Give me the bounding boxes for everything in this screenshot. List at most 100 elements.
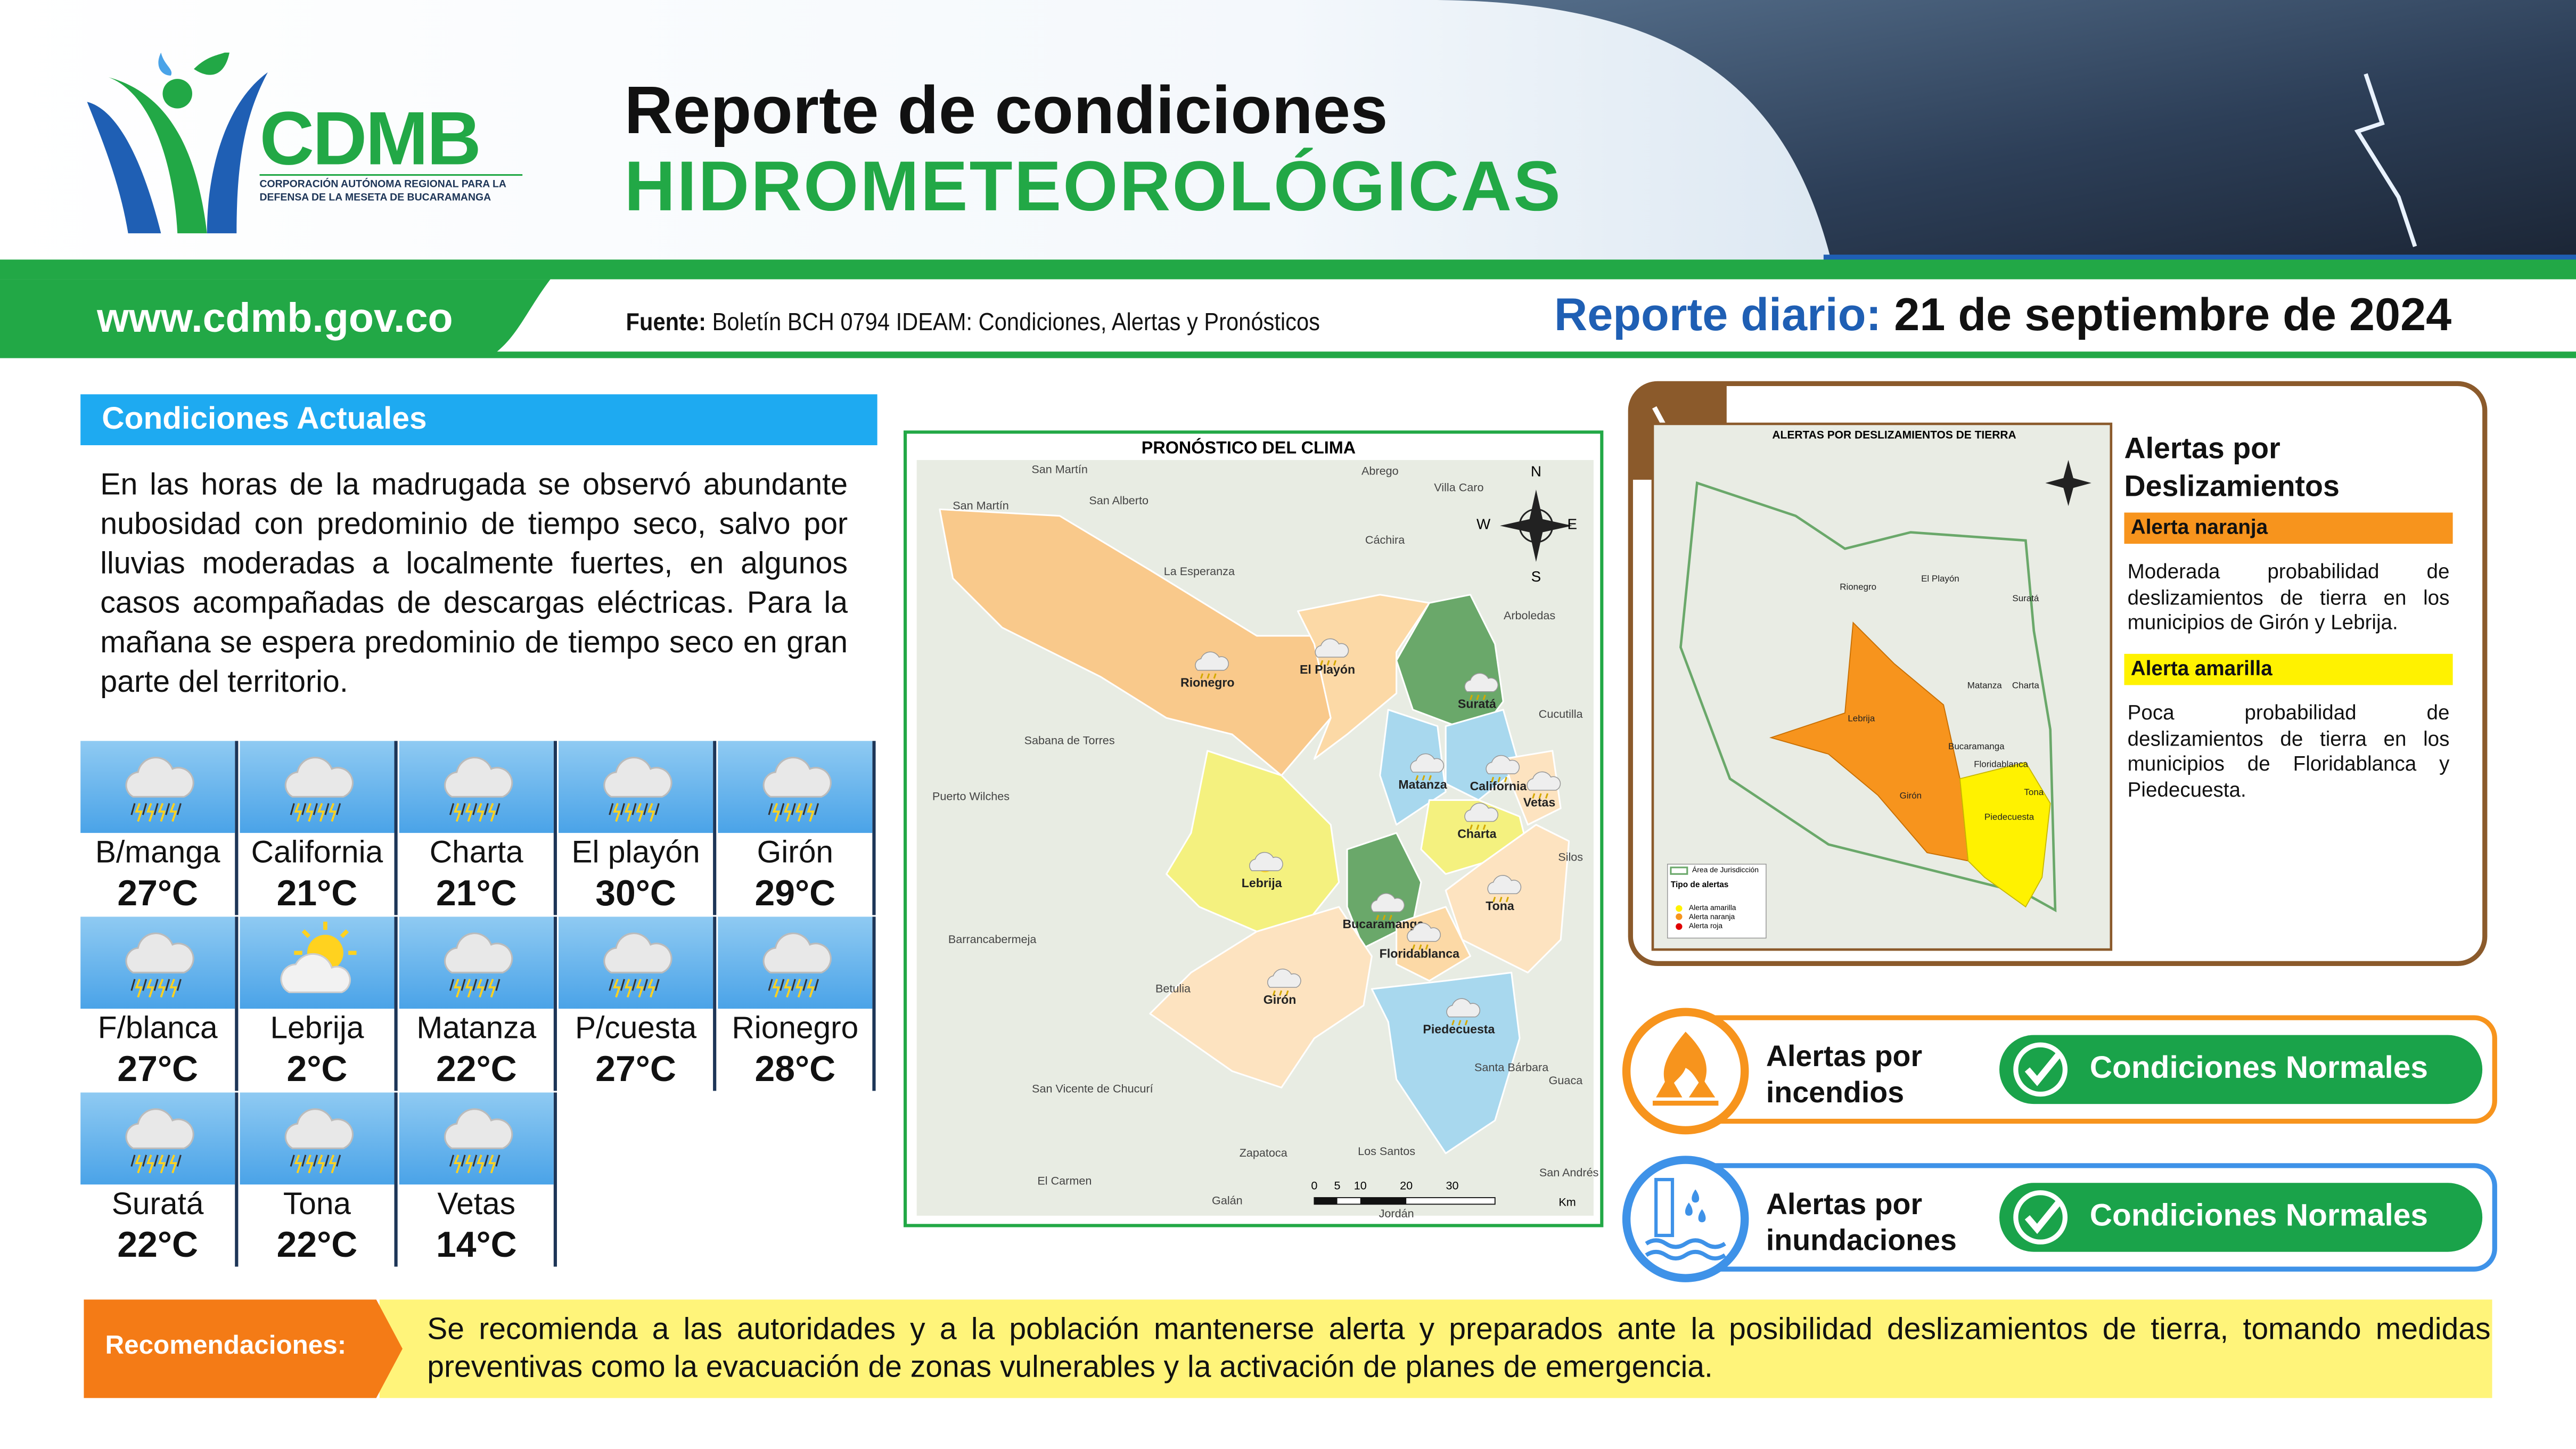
weather-icon <box>603 932 672 998</box>
rain <box>306 803 314 822</box>
fire-title: Alertas por incendios <box>1766 1038 1922 1111</box>
landslide-map-label: El Playón <box>1921 574 1959 584</box>
cloud <box>1527 771 1561 791</box>
cloud <box>1315 638 1349 658</box>
landslide-map-label: Suratá <box>2012 593 2039 603</box>
rain <box>169 1155 177 1174</box>
source-text: Boletín BCH 0794 IDEAM: Condiciones, Ale… <box>712 308 1320 337</box>
city-cell: Suratá 22°C <box>80 1092 239 1267</box>
legend-item: Alerta naranja <box>1689 912 1735 921</box>
rain <box>643 803 649 815</box>
municipality-label: Matanza <box>1398 777 1447 791</box>
title-line2: HIDROMETEOROLÓGICAS <box>624 148 1562 227</box>
rain <box>294 1155 302 1174</box>
rain <box>453 978 462 998</box>
map-weather-icon <box>1527 771 1561 799</box>
scale-label: 5 <box>1334 1179 1341 1192</box>
rain <box>1470 824 1486 830</box>
compass-label: S <box>1531 568 1541 585</box>
report-date-value: 21 de septiembre de 2024 <box>1894 289 2452 340</box>
compass <box>1500 489 1572 562</box>
cloud <box>125 757 194 798</box>
legend-item: Área de Jurisdicción <box>1692 865 1759 874</box>
landslide-map-label: Floridablanca <box>1974 759 2028 769</box>
landslide-map-label: Charta <box>2012 681 2039 691</box>
weather-icon <box>125 1108 194 1174</box>
rain <box>483 803 489 815</box>
flood-title-line: Alertas por <box>1766 1188 1923 1221</box>
weather-icon <box>444 757 513 822</box>
rain <box>336 803 341 815</box>
cloud <box>444 1108 513 1149</box>
rain <box>290 803 295 815</box>
municipality-label: Charta <box>1457 826 1497 840</box>
logo-subtitle-line: DEFENSA DE LA MESETA DE BUCARAMANGA <box>259 192 491 204</box>
rain <box>636 978 644 998</box>
scale-label: 10 <box>1354 1179 1367 1192</box>
rain <box>449 803 455 815</box>
rain <box>772 803 781 822</box>
rain <box>1470 694 1486 700</box>
cloud <box>1407 922 1441 942</box>
rain <box>802 803 808 815</box>
map-weather-icon <box>1267 968 1301 996</box>
place-label: San Alberto <box>1089 494 1148 507</box>
rain <box>449 979 455 991</box>
rain <box>609 803 614 815</box>
city-name: P/cuesta <box>575 1012 697 1047</box>
rain <box>158 1155 166 1174</box>
cloud <box>603 932 672 973</box>
rain <box>488 1155 496 1174</box>
rain <box>465 803 473 822</box>
rain <box>613 978 621 998</box>
cloud <box>1486 755 1520 774</box>
icon-area <box>240 741 395 833</box>
rain <box>1200 673 1217 679</box>
rain <box>461 803 466 815</box>
scale-unit: Km <box>1558 1195 1576 1208</box>
landslide-map-label: Bucaramanga <box>1948 741 2005 751</box>
website[interactable]: www.cdmb.gov.co <box>97 296 453 342</box>
landslide-compass <box>2045 460 2091 506</box>
city-temp: 21°C <box>436 872 517 914</box>
landslide-map-label: Lebrija <box>1848 713 1875 723</box>
weather-icon <box>284 1108 354 1174</box>
rain <box>488 803 496 822</box>
place-label: Cucutilla <box>1539 707 1583 721</box>
rain <box>176 1155 182 1167</box>
rain <box>495 1155 501 1167</box>
city-cell: Rionegro 28°C <box>718 916 876 1091</box>
place-label: San Martín <box>1031 462 1088 476</box>
landslide-map-label: Girón <box>1900 790 1922 800</box>
scale-label: 20 <box>1400 1179 1413 1192</box>
icon-area <box>718 741 873 833</box>
rain <box>324 1155 330 1167</box>
rain <box>313 803 318 815</box>
flood-title: Alertas por inundaciones <box>1766 1186 1957 1258</box>
fire-status-text: Condiciones Normales <box>2089 1051 2428 1086</box>
city-cell: Lebrija 2°C <box>240 916 398 1091</box>
icon-area <box>718 916 873 1009</box>
legend-item: Alerta amarilla <box>1689 903 1736 912</box>
municipality-label: Vetas <box>1523 796 1555 809</box>
icon-area <box>399 916 554 1009</box>
rain <box>495 803 501 815</box>
place-label: Jordán <box>1379 1207 1414 1220</box>
rain <box>153 803 159 815</box>
sun-ray <box>301 929 311 938</box>
rain <box>802 979 808 991</box>
rain <box>795 978 803 998</box>
rain <box>142 979 147 991</box>
fire-status: Condiciones Normales <box>1999 1035 2483 1104</box>
rain <box>130 1155 136 1167</box>
rain <box>1415 775 1432 781</box>
rain <box>609 979 614 991</box>
rain <box>1412 944 1429 950</box>
rain <box>483 1155 489 1167</box>
city-temp: 22°C <box>436 1048 517 1090</box>
alert-label: Alerta naranja <box>2124 512 2453 544</box>
landslide-box <box>1628 381 2488 966</box>
city-cell: F/blanca 27°C <box>80 916 239 1091</box>
rain <box>1492 896 1509 903</box>
icon-area <box>240 1092 395 1185</box>
